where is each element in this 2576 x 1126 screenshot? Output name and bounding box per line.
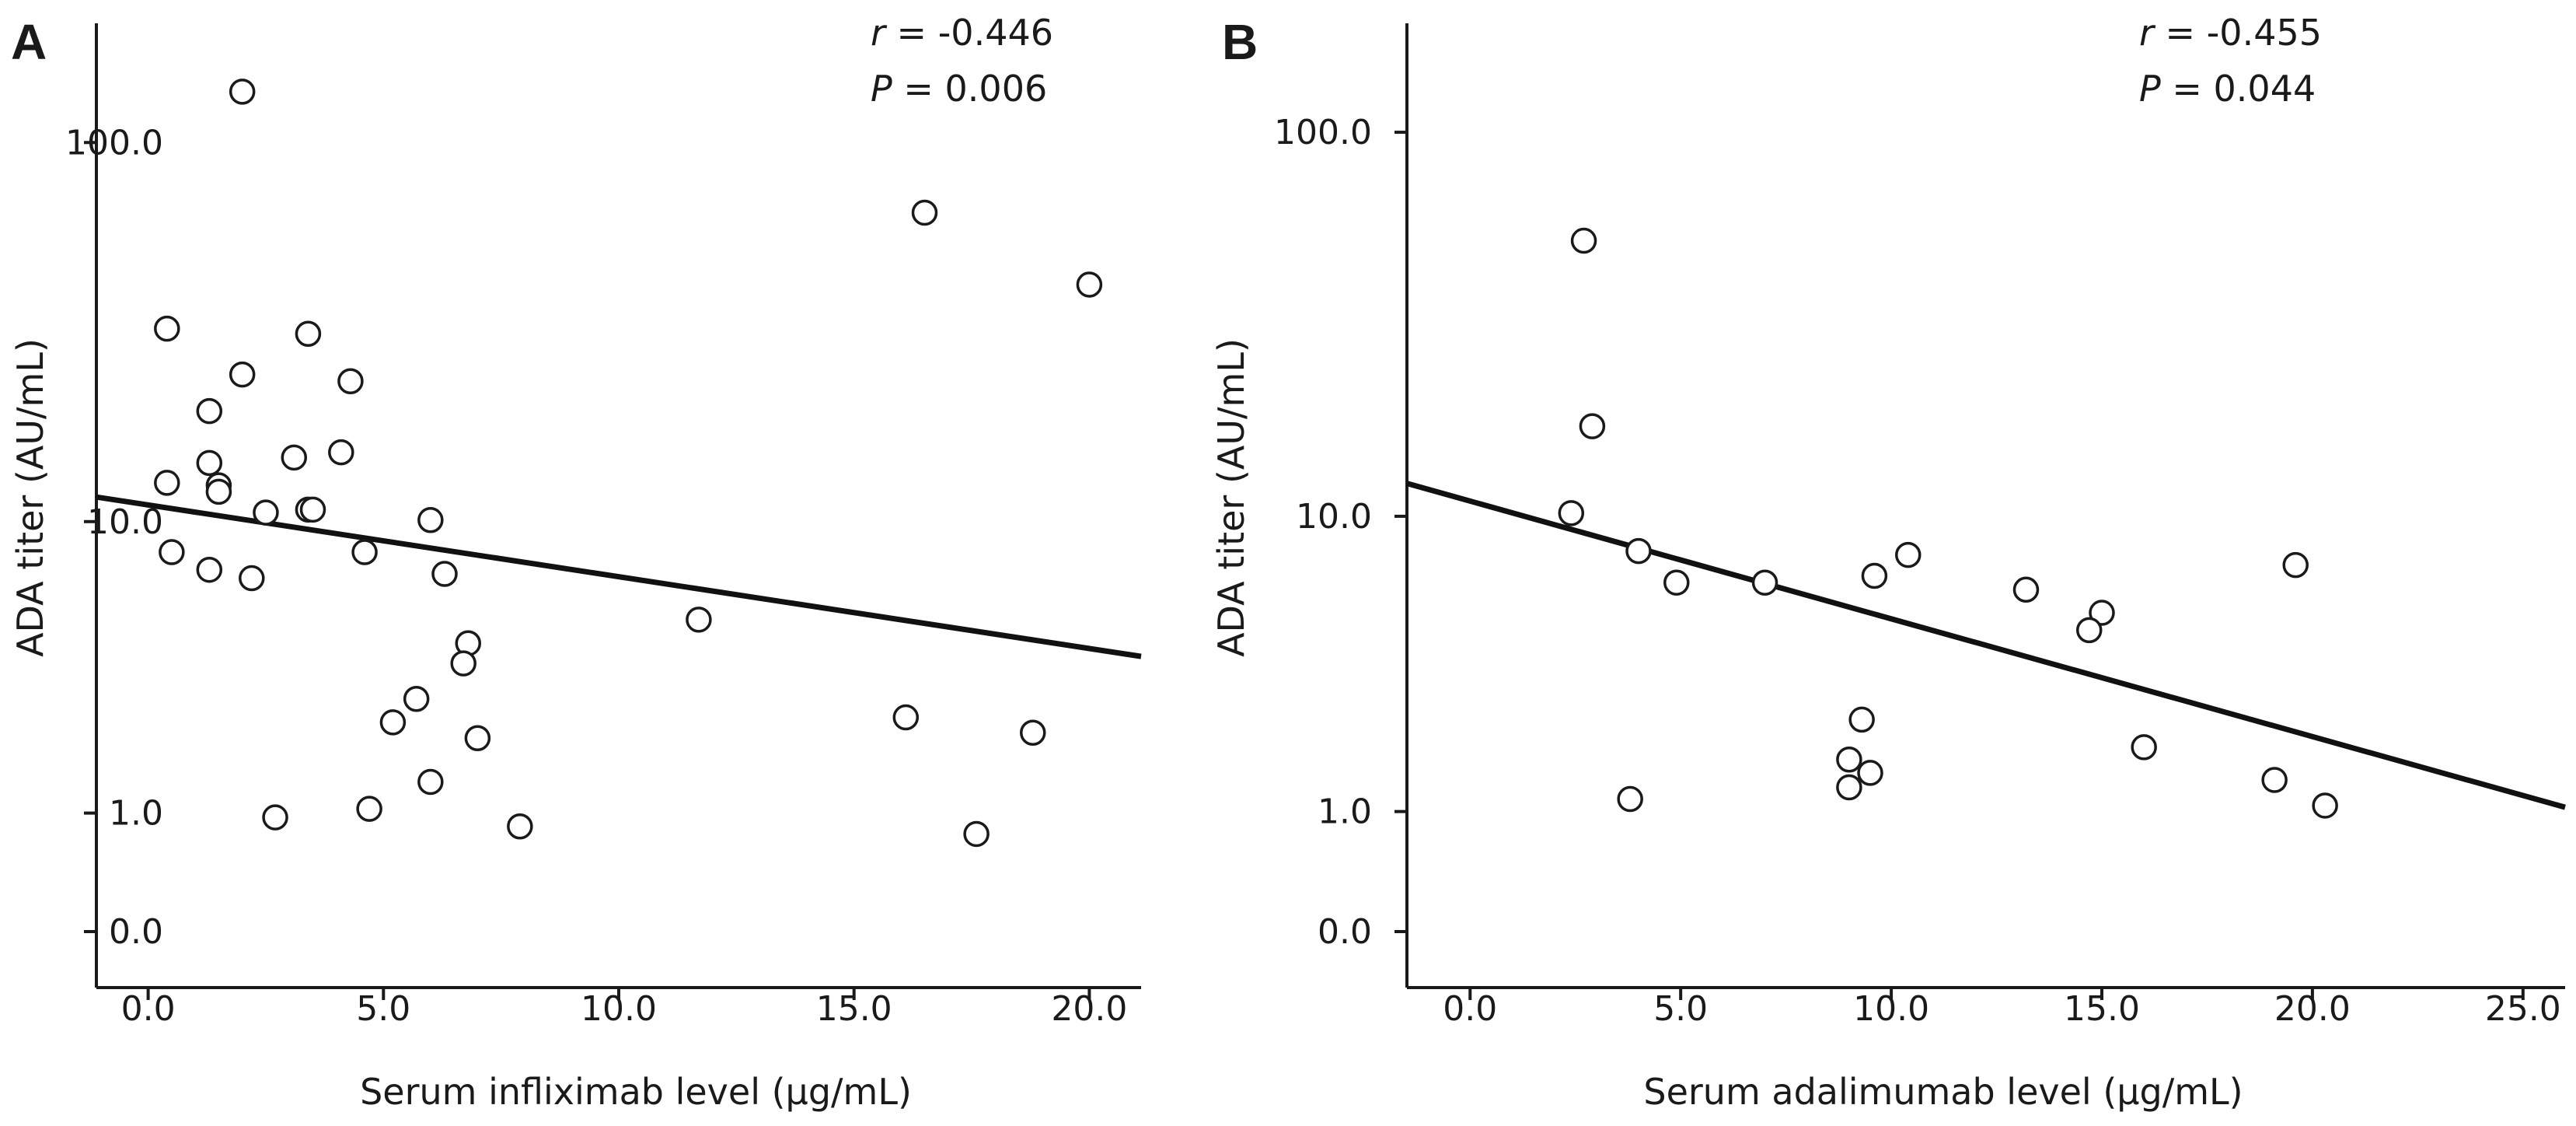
panel-a-data-point xyxy=(403,686,430,712)
panel-b-p-label: P xyxy=(2139,68,2161,110)
panel-b-data-point xyxy=(1558,500,1585,526)
panel-b-x-tick-label: 25.0 xyxy=(2485,989,2561,1029)
panel-a-data-point xyxy=(417,507,444,533)
panel-b-data-point xyxy=(1857,760,1883,786)
panel-a-data-point xyxy=(229,361,256,388)
panel-b-data-point xyxy=(2089,600,2115,626)
panel-a-data-point xyxy=(417,768,444,796)
panel-b-p-stat: P = 0.044 xyxy=(2139,68,2316,110)
panel-a-data-point xyxy=(431,561,458,587)
panel-b-data-point xyxy=(2282,551,2309,579)
panel-a-data-point xyxy=(229,79,256,105)
panel-a-data-point xyxy=(686,607,712,633)
panel-a-data-point xyxy=(239,565,265,592)
panel-a-y-axis-title: ADA titer (AU/mL) xyxy=(9,338,51,657)
panel-b-data-point xyxy=(1895,541,1922,568)
panel-b-data-point xyxy=(1570,227,1597,254)
panel-b-data-point xyxy=(1848,706,1875,733)
panel-a-r-stat: r = -0.446 xyxy=(871,12,1053,54)
panel-a-data-point xyxy=(262,804,288,831)
panel-b-y-tick-label: 10.0 xyxy=(1296,497,1372,537)
panel-a-x-tick-label: 0.0 xyxy=(121,989,176,1029)
panel-b-data-point xyxy=(2261,767,2288,793)
panel-a-data-point xyxy=(159,539,185,565)
panel-a-data-point xyxy=(356,796,382,822)
panel-a-data-point xyxy=(963,820,990,848)
panel-a-data-point xyxy=(154,470,180,496)
panel-a-r-value: = -0.446 xyxy=(897,12,1053,54)
panel-b-data-point xyxy=(1663,569,1690,596)
panel-a-x-tick-label: 20.0 xyxy=(1051,989,1127,1029)
panel-b-y-tick-label: 1.0 xyxy=(1318,792,1372,832)
panel-a-data-point xyxy=(450,650,476,677)
panel-a-data-point xyxy=(507,813,533,840)
panel-a-data-point xyxy=(1020,719,1046,747)
panel-b-x-axis-title: Serum adalimumab level (μg/mL) xyxy=(1643,1071,2243,1113)
panel-a-y-tick-label: 100.0 xyxy=(65,123,163,163)
panel-a-data-point xyxy=(379,709,407,736)
panel-b-letter: B xyxy=(1222,14,1258,70)
panel-a-y-tick-label: 10.0 xyxy=(87,502,163,542)
panel-a-data-point xyxy=(205,478,232,505)
panel-a-x-tick-label: 5.0 xyxy=(356,989,410,1029)
panel-b-data-point xyxy=(1836,747,1862,773)
panel-a-r-label: r xyxy=(871,12,888,54)
panel-a-data-point xyxy=(1076,271,1103,298)
panel-a-data-point xyxy=(295,320,322,347)
panel-a-x-tick-label: 10.0 xyxy=(581,989,657,1029)
panel-b-x-tick-label: 5.0 xyxy=(1653,989,1708,1029)
panel-a-data-point xyxy=(281,444,308,471)
panel-a-data-point xyxy=(154,315,180,342)
panel-a-y-tick-label: 1.0 xyxy=(109,794,163,834)
panel-b-x-tick-label: 15.0 xyxy=(2064,989,2140,1029)
panel-b: B r = -0.455 P = 0.044 ADA titer (AU/mL)… xyxy=(1210,12,2566,1113)
panel-b-data-point xyxy=(1836,774,1862,801)
panel-a-letter: A xyxy=(11,14,47,70)
panel-b-data-point xyxy=(1625,537,1652,565)
panel-a-data-point xyxy=(196,556,223,583)
panel-b-r-value: = -0.455 xyxy=(2166,12,2322,54)
panel-a-data-point xyxy=(337,368,364,395)
panel-a-p-value: = 0.006 xyxy=(903,68,1047,110)
panel-a-data-point xyxy=(911,199,938,226)
panel-b-regression-line xyxy=(1406,481,2566,810)
panel-b-data-point xyxy=(2012,576,2040,603)
panel-b-y-tick-label: 0.0 xyxy=(1318,912,1372,952)
panel-b-data-point xyxy=(1861,562,1888,589)
panel-b-x-tick-label: 0.0 xyxy=(1443,989,1497,1029)
panel-b-p-value: = 0.044 xyxy=(2172,68,2316,110)
panel-a-p-label: P xyxy=(871,68,892,110)
panel-b-x-tick-label: 10.0 xyxy=(1853,989,1929,1029)
panel-b-data-point xyxy=(2075,617,2103,644)
panel-a-y-tick-label: 0.0 xyxy=(109,912,163,952)
panel-b-data-point xyxy=(1617,785,1643,813)
panel-a-data-point xyxy=(328,439,354,466)
panel-a-x-tick-label: 15.0 xyxy=(816,989,892,1029)
panel-b-r-stat: r = -0.455 xyxy=(2139,12,2322,54)
panel-a: A r = -0.446 P = 0.006 ADA titer (AU/mL)… xyxy=(9,12,1142,1113)
panel-b-r-label: r xyxy=(2139,12,2156,54)
panel-a-data-point xyxy=(253,499,279,526)
panel-a-data-point xyxy=(892,704,920,731)
panel-b-data-point xyxy=(1579,413,1606,439)
panel-a-data-point xyxy=(351,539,378,565)
panel-a-data-point xyxy=(196,449,223,477)
panel-a-x-axis-title: Serum infliximab level (μg/mL) xyxy=(360,1071,912,1113)
panel-a-data-point xyxy=(299,496,326,523)
panel-b-data-point xyxy=(2312,792,2338,819)
panel-b-y-axis-title: ADA titer (AU/mL) xyxy=(1210,338,1252,657)
panel-a-p-stat: P = 0.006 xyxy=(871,68,1047,110)
panel-a-data-point xyxy=(464,725,491,751)
panel-b-x-tick-label: 20.0 xyxy=(2274,989,2351,1029)
panel-b-data-point xyxy=(1751,569,1778,596)
panel-a-data-point xyxy=(196,397,223,425)
panel-b-y-tick-label: 100.0 xyxy=(1274,113,1372,152)
panel-b-data-point xyxy=(2131,734,2157,761)
